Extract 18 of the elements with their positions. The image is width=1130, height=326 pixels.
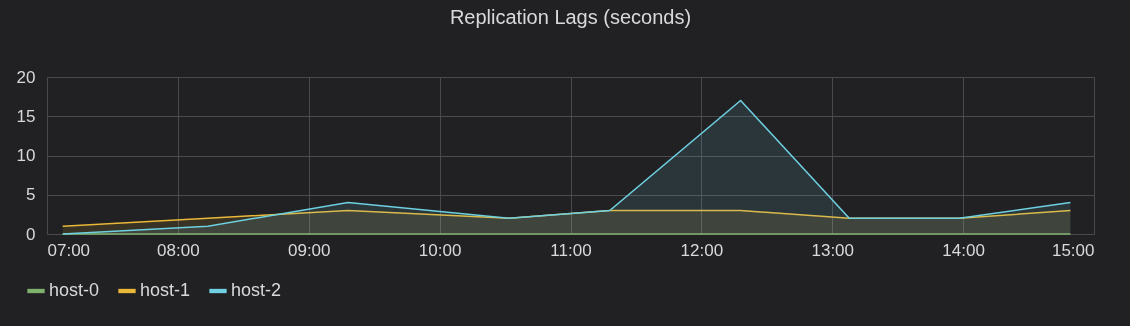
legend-label: host-2 xyxy=(231,280,282,300)
chart-title: Replication Lags (seconds) xyxy=(449,6,692,28)
x-tick-label: 10:00 xyxy=(418,240,462,260)
x-tick-label: 13:00 xyxy=(811,240,855,260)
x-tick-label: 14:00 xyxy=(942,240,985,260)
x-tick-label: 09:00 xyxy=(287,240,331,260)
y-tick-label: 10 xyxy=(16,146,36,165)
y-tick-label: 15 xyxy=(16,106,36,126)
y-tick-label: 0 xyxy=(26,224,36,244)
x-tick-label: 08:00 xyxy=(157,240,200,260)
y-tick-label: 5 xyxy=(26,185,36,205)
x-tick-label: 11:00 xyxy=(550,240,592,260)
legend-label: host-0 xyxy=(49,280,100,300)
y-tick-label: 20 xyxy=(16,67,36,87)
x-tick-label: 07:00 xyxy=(47,240,91,260)
legend-label: host-1 xyxy=(140,280,191,300)
x-tick-label: 15:00 xyxy=(1051,240,1095,260)
x-tick-label: 12:00 xyxy=(680,240,724,260)
